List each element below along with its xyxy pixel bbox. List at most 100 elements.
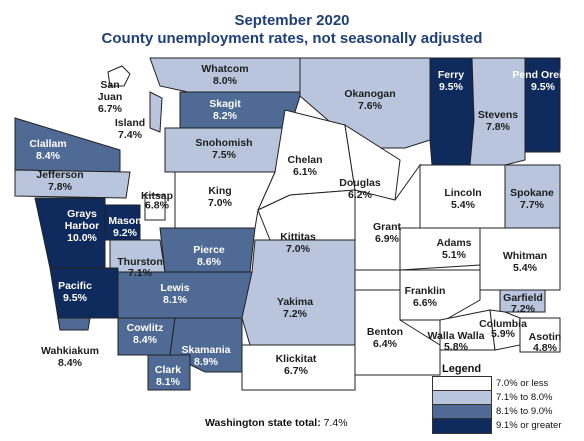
county-rate-wahkiakum: 8.4%	[58, 357, 83, 369]
county-name-snohomish: Snohomish	[195, 137, 252, 149]
county-rate-skamania: 8.9%	[194, 356, 219, 368]
county-clark	[147, 354, 191, 391]
county-name-walla-walla: Walla Walla	[428, 330, 485, 342]
county-name-chelan: Chelan	[287, 154, 322, 166]
county-name-san-juan-2: Juan	[98, 91, 123, 103]
county-name-wahkiakum: Wahkiakum	[41, 345, 99, 357]
legend-label-1: 7.0% or less	[496, 378, 549, 389]
legend-label-3: 8.1% to 9.0%	[496, 406, 553, 417]
county-rate-lewis: 8.1%	[163, 294, 188, 306]
county-asotin	[519, 317, 561, 353]
county-wahkiakum	[57, 317, 91, 331]
county-rate-snohomish: 7.5%	[212, 149, 237, 161]
county-rate-mason: 9.2%	[113, 227, 138, 239]
legend-label-4: 9.1% or greater	[496, 420, 562, 431]
county-rate-franklin: 6.6%	[413, 297, 438, 309]
county-rate-walla-walla: 5.8%	[444, 341, 469, 353]
county-king	[174, 171, 276, 229]
county-island	[149, 91, 163, 133]
legend-swatches	[432, 376, 492, 434]
county-rate-island: 7.4%	[118, 129, 143, 141]
county-rate-grant: 6.9%	[375, 233, 400, 245]
state-total-value: 7.4%	[323, 417, 348, 429]
county-name-whitman: Whitman	[503, 250, 547, 262]
county-rate-thurston: 7.1%	[128, 267, 153, 279]
county-rate-klickitat: 6.7%	[284, 365, 309, 377]
county-yakima	[241, 239, 356, 346]
legend-swatch-3	[433, 405, 491, 419]
legend-title: Legend	[442, 363, 482, 375]
county-name-island: Island	[115, 117, 145, 129]
county-name-okanogan: Okanogan	[344, 88, 395, 100]
map-subtitle: County unemployment rates, not seasonall…	[101, 30, 483, 47]
county-name-pierce: Pierce	[193, 244, 225, 256]
county-name-spokane: Spokane	[510, 187, 554, 199]
county-name-thurston: Thurston	[117, 256, 163, 268]
county-name-grays-harbor-2: Harbor	[65, 220, 99, 232]
county-name-benton: Benton	[367, 326, 403, 338]
county-rate-yakima: 7.2%	[283, 308, 308, 320]
county-name-adams: Adams	[436, 237, 471, 249]
county-rate-grays-harbor: 10.0%	[67, 232, 97, 244]
county-rate-benton: 6.4%	[373, 338, 398, 350]
county-name-kittitas: Kittitas	[280, 231, 316, 243]
county-name-cowlitz: Cowlitz	[127, 322, 164, 334]
state-total-label: Washington state total:	[205, 417, 321, 429]
county-name-grant: Grant	[373, 221, 402, 233]
county-name-asotin: Asotin	[529, 331, 562, 343]
county-name-mason: Mason	[108, 215, 141, 227]
county-name-pend-oreille: Pend Oreille	[512, 69, 573, 81]
county-rate-stevens: 7.8%	[486, 121, 511, 133]
county-rate-douglas: 6.2%	[348, 189, 373, 201]
county-san-juan	[107, 65, 131, 87]
county-adams	[399, 227, 481, 271]
county-rate-san-juan: 6.7%	[98, 103, 123, 115]
county-rate-pend-oreille: 9.5%	[531, 81, 556, 93]
county-name-clark: Clark	[155, 364, 181, 376]
county-whitman	[479, 227, 561, 291]
county-rate-spokane: 7.7%	[520, 199, 545, 211]
legend-swatch-1	[433, 377, 491, 391]
county-rate-garfield: 7.2%	[511, 303, 536, 315]
legend: Legend 7.0% or less 7.1% to 8.0% 8.1% to…	[432, 363, 578, 435]
county-name-columbia: Columbia	[479, 318, 527, 330]
county-rate-kitsap: 6.8%	[145, 200, 170, 212]
county-rate-whatcom: 8.0%	[213, 75, 238, 87]
county-pend-oreille	[524, 57, 561, 153]
county-name-stevens: Stevens	[478, 109, 518, 121]
county-rate-pacific: 9.5%	[63, 292, 88, 304]
county-rate-clallam: 8.4%	[36, 150, 61, 162]
county-rate-chelan: 6.1%	[293, 166, 318, 178]
county-kitsap	[144, 194, 166, 221]
legend-swatch-4	[433, 419, 491, 433]
legend-swatch-2	[433, 391, 491, 405]
county-rate-pierce: 8.6%	[197, 256, 222, 268]
map-title: September 2020	[234, 12, 350, 29]
county-rate-ferry: 9.5%	[439, 81, 464, 93]
county-name-douglas: Douglas	[339, 177, 381, 189]
county-rate-cowlitz: 8.4%	[133, 334, 158, 346]
county-name-lincoln: Lincoln	[444, 187, 481, 199]
county-klickitat	[241, 344, 356, 391]
county-rate-skagit: 8.2%	[213, 110, 238, 122]
county-name-franklin: Franklin	[405, 285, 446, 297]
county-garfield	[499, 289, 546, 313]
county-name-whatcom: Whatcom	[201, 63, 248, 75]
county-rate-clark: 8.1%	[156, 376, 181, 388]
county-labels: SanJuan6.7%Whatcom8.0%Island7.4%Skagit8.…	[29, 63, 573, 388]
county-rate-asotin: 4.8%	[533, 342, 558, 354]
county-rate-whitman: 5.4%	[513, 262, 538, 274]
county-regions	[14, 57, 561, 391]
county-rate-columbia: 5.9%	[491, 328, 516, 340]
county-name-san-juan-1: San	[100, 79, 119, 91]
county-name-skamania: Skamania	[181, 344, 230, 356]
county-name-garfield: Garfield	[503, 292, 543, 304]
county-jefferson	[14, 169, 131, 199]
county-rate-okanogan: 7.6%	[358, 100, 383, 112]
state-total: Washington state total: 7.4%	[205, 417, 348, 429]
county-rate-jefferson: 7.8%	[48, 181, 73, 193]
county-name-lewis: Lewis	[160, 282, 189, 294]
county-name-king: King	[208, 185, 231, 197]
legend-label-2: 7.1% to 8.0%	[496, 392, 553, 403]
